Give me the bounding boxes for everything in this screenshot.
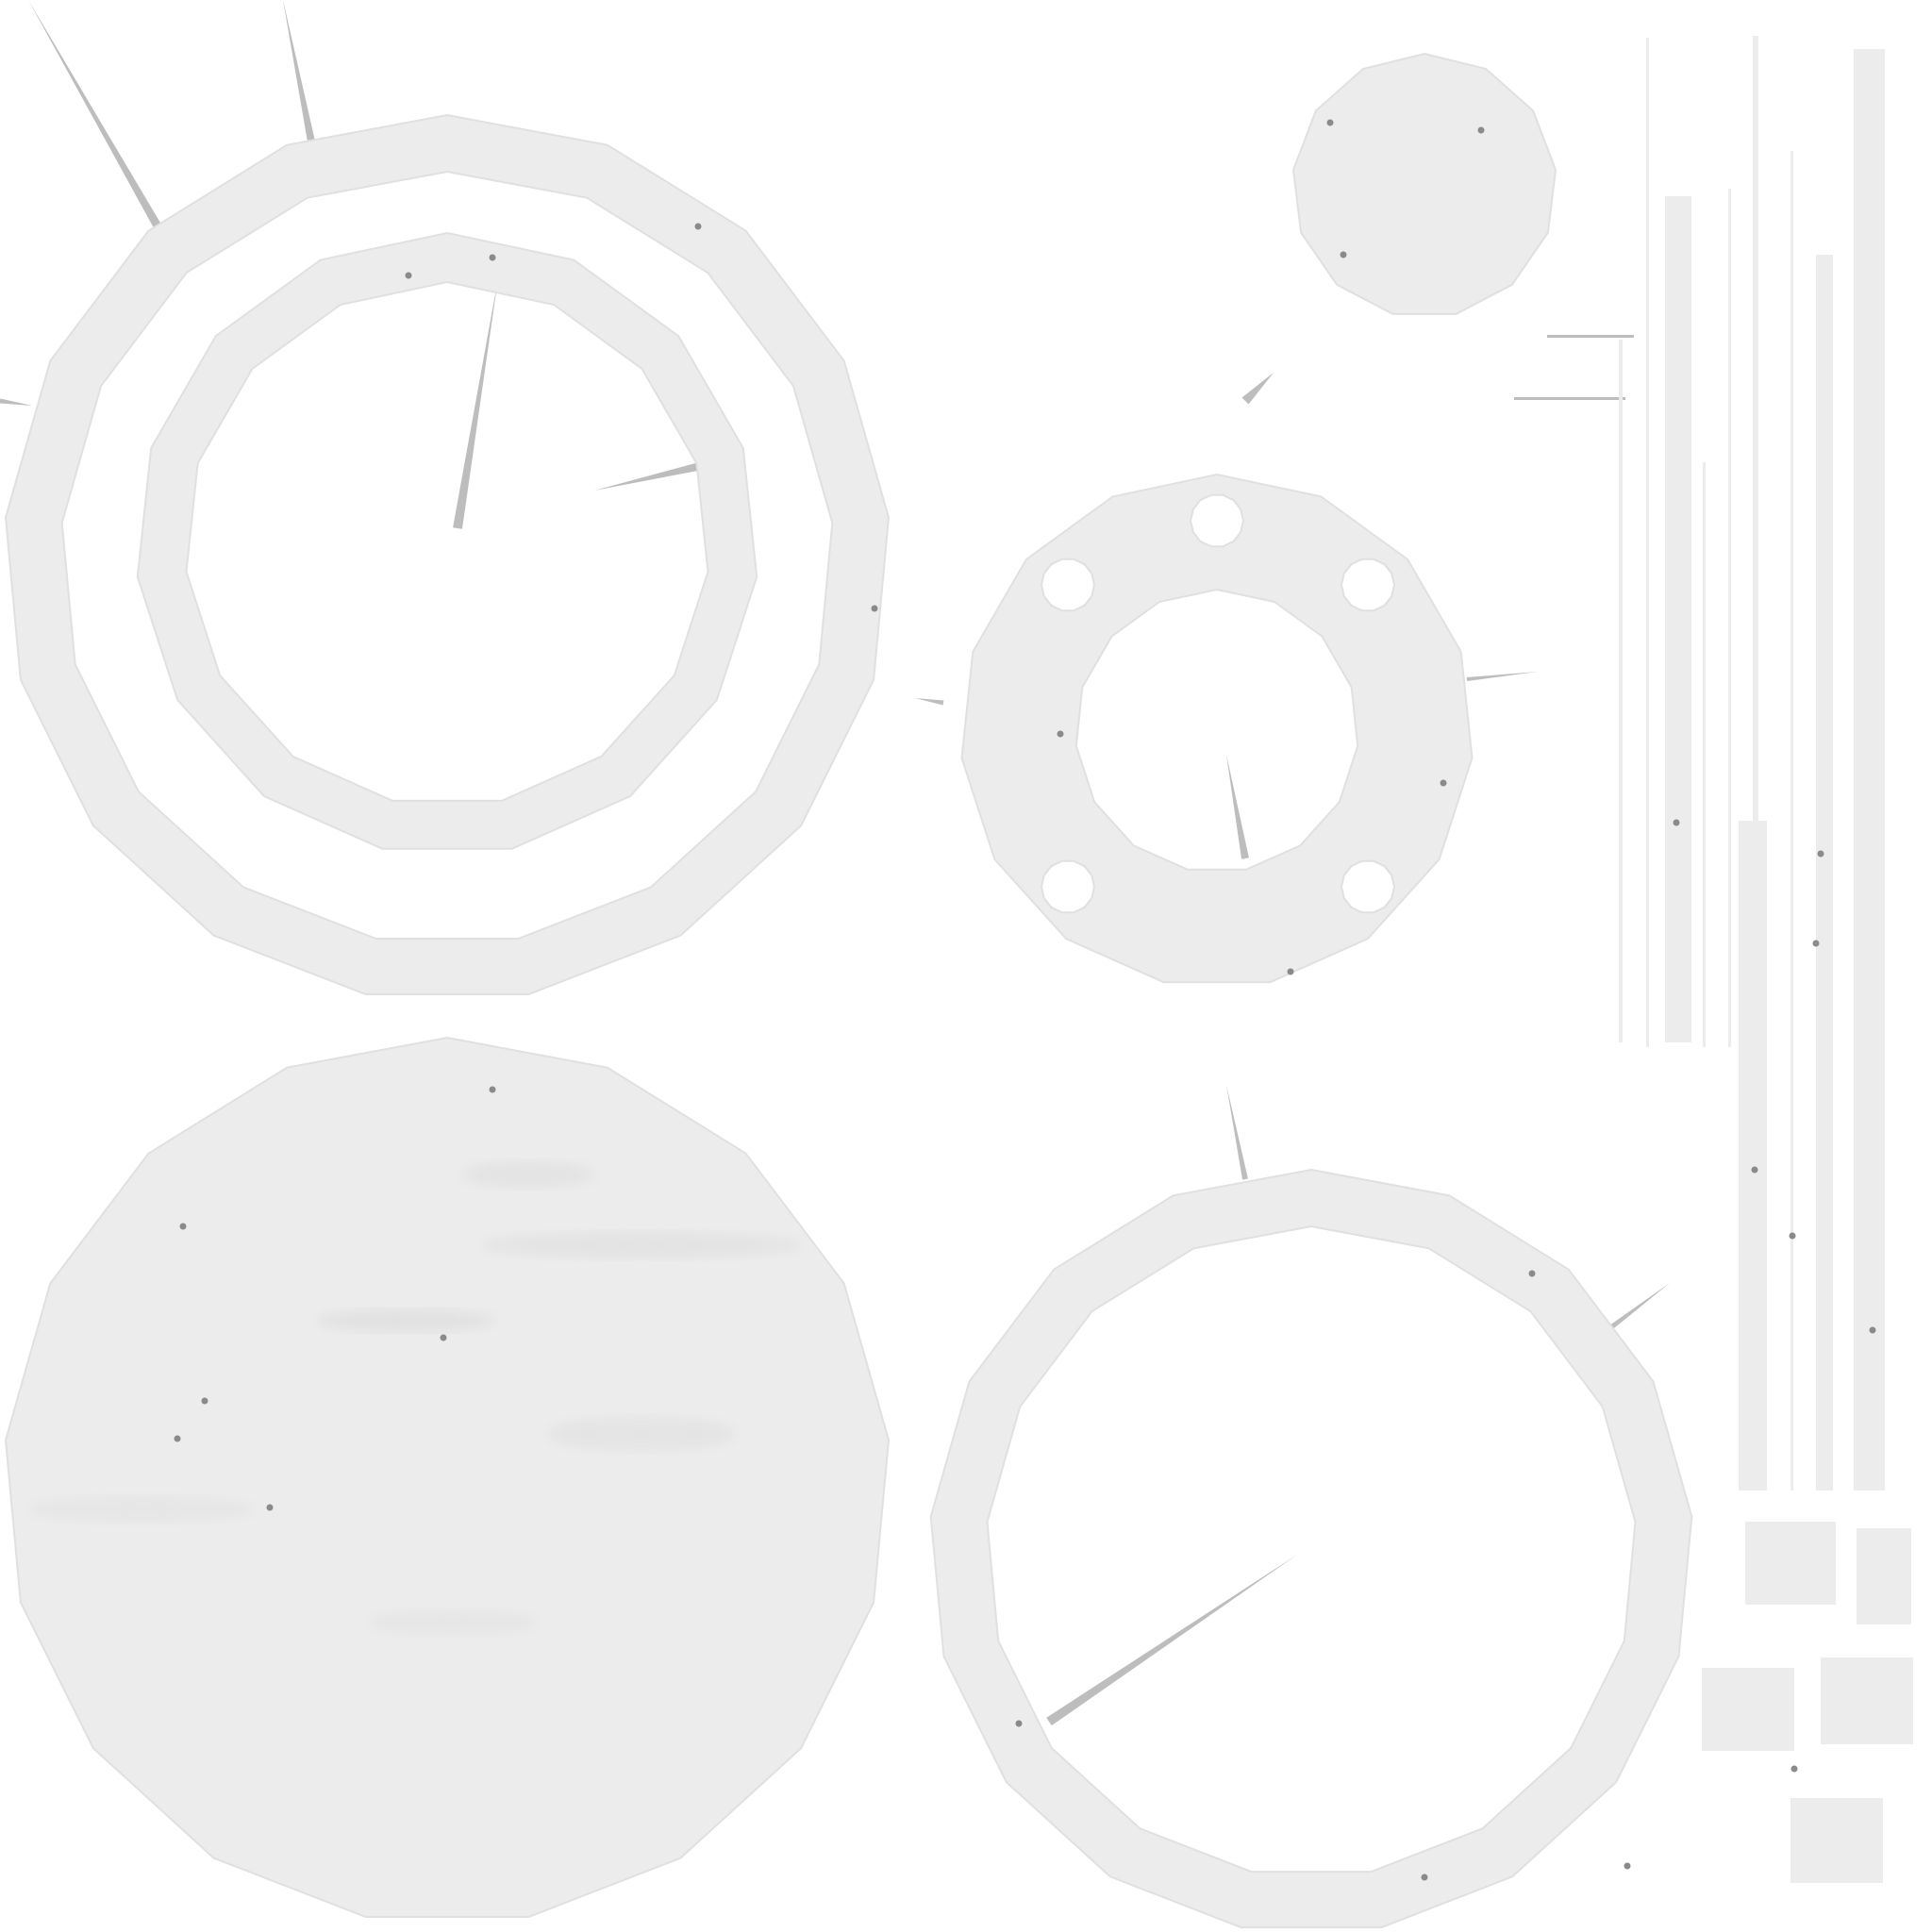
texture-speck: [1790, 1765, 1798, 1773]
uv-sliver: [0, 398, 32, 406]
uv-patch: [1857, 1528, 1911, 1624]
uv-strip: [1665, 196, 1691, 1042]
uv-strip: [1816, 255, 1833, 1491]
texture-speck: [1528, 1270, 1536, 1277]
uv-sliver: [915, 698, 944, 706]
texture-speck: [1673, 819, 1680, 826]
texture-speck: [1869, 1326, 1876, 1334]
uv-ring-large-outer: [4, 113, 891, 995]
texture-mottle: [316, 1309, 495, 1332]
texture-mottles: [28, 1161, 802, 1635]
texture-speck: [440, 1334, 447, 1341]
uv-disc-large: [4, 1036, 891, 1918]
uv-ring-large-inner: [136, 231, 758, 850]
uv-sliver: [28, 0, 164, 234]
uv-strip-thin: [1703, 462, 1706, 1047]
texture-speck: [201, 1397, 208, 1405]
uv-strip-thin: [1619, 340, 1623, 1042]
uv-strip-thin: [1646, 38, 1649, 1047]
texture-speck: [1477, 126, 1485, 134]
uv-sliver: [1226, 755, 1249, 859]
uv-patch: [1702, 1668, 1794, 1751]
uv-strip: [1854, 49, 1885, 1491]
texture-speck: [1440, 779, 1447, 787]
texture-speck: [1057, 730, 1064, 738]
uv-sliver: [1602, 1283, 1670, 1336]
texture-speck: [1624, 1862, 1631, 1870]
texture-speck: [1751, 1166, 1758, 1174]
texture-speck: [1812, 940, 1820, 947]
uv-strip-thin: [1790, 151, 1793, 1491]
texture-speck: [489, 254, 496, 261]
texture-speck: [1015, 1720, 1023, 1727]
uv-sliver: [594, 458, 719, 491]
uv-disc-small: [1291, 52, 1557, 315]
texture-mottle: [28, 1496, 255, 1523]
uv-patch: [1745, 1522, 1836, 1605]
uv-ring-bottom-right: [929, 1168, 1693, 1929]
uv-strip-thin: [1753, 36, 1758, 1045]
uv-sliver: [453, 278, 498, 529]
uv-strip-thin: [1728, 189, 1731, 1047]
texture-speck: [1340, 251, 1347, 258]
uv-sliver-horizontal: [1514, 397, 1625, 400]
texture-mottle: [368, 1610, 538, 1635]
texture-speck: [174, 1435, 181, 1442]
texture-speck: [405, 272, 412, 279]
uv-sliver: [1226, 1085, 1248, 1180]
texture-mottle: [481, 1232, 802, 1258]
texture-speck: [871, 605, 878, 612]
texture-speck: [1326, 119, 1334, 126]
texture-speck: [1287, 968, 1294, 975]
uv-sliver: [1466, 672, 1538, 681]
uv-patch: [1790, 1798, 1883, 1883]
texture-specks: [174, 119, 1876, 1881]
uv-sliver: [283, 0, 315, 142]
uv-sliver-horizontal: [1547, 335, 1634, 338]
uv-sliver: [1046, 1555, 1297, 1726]
texture-speck: [694, 223, 702, 230]
uv-patch: [1821, 1657, 1913, 1744]
texture-speck: [1421, 1874, 1428, 1881]
texture-speck: [1789, 1232, 1796, 1240]
uv-slivers: [0, 0, 1670, 1726]
uv-flange-ring: [960, 473, 1474, 984]
texture-mottle: [547, 1417, 736, 1451]
texture-speck: [266, 1504, 274, 1511]
texture-speck: [179, 1223, 187, 1230]
uv-sliver: [1241, 373, 1274, 405]
texture-speck: [1817, 850, 1824, 858]
texture-speck: [489, 1086, 496, 1093]
texture-mottle: [462, 1161, 594, 1188]
